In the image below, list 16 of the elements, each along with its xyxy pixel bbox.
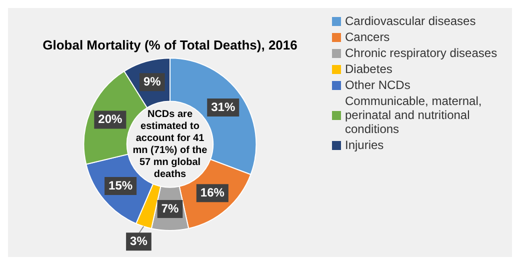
- data-label: 20%: [98, 112, 123, 126]
- legend-label: Other NCDs: [345, 78, 410, 92]
- data-label: 16%: [200, 185, 225, 200]
- text: Global Mortality (% of Total Deaths), 2016: [42, 37, 298, 52]
- data-label: 31%: [211, 100, 236, 114]
- legend-label: Diabetes: [345, 62, 392, 76]
- legend-label: Injuries: [345, 138, 384, 152]
- data-label: 7%: [161, 201, 179, 216]
- data-label: 15%: [108, 178, 133, 192]
- data-label: 3%: [130, 234, 148, 248]
- text: NCDs are estimated to account for 41 mn (71%) of the 57 mn global deaths: [132, 109, 208, 180]
- legend-label: Chronic respiratory diseases: [345, 46, 498, 60]
- legend-label: Cardiovascular diseases: [345, 14, 476, 28]
- legend-label: Cancers: [345, 30, 390, 44]
- legend-label: Communicable, maternal, perinatal and nutritional conditions: [345, 94, 483, 136]
- data-label: 9%: [143, 74, 162, 88]
